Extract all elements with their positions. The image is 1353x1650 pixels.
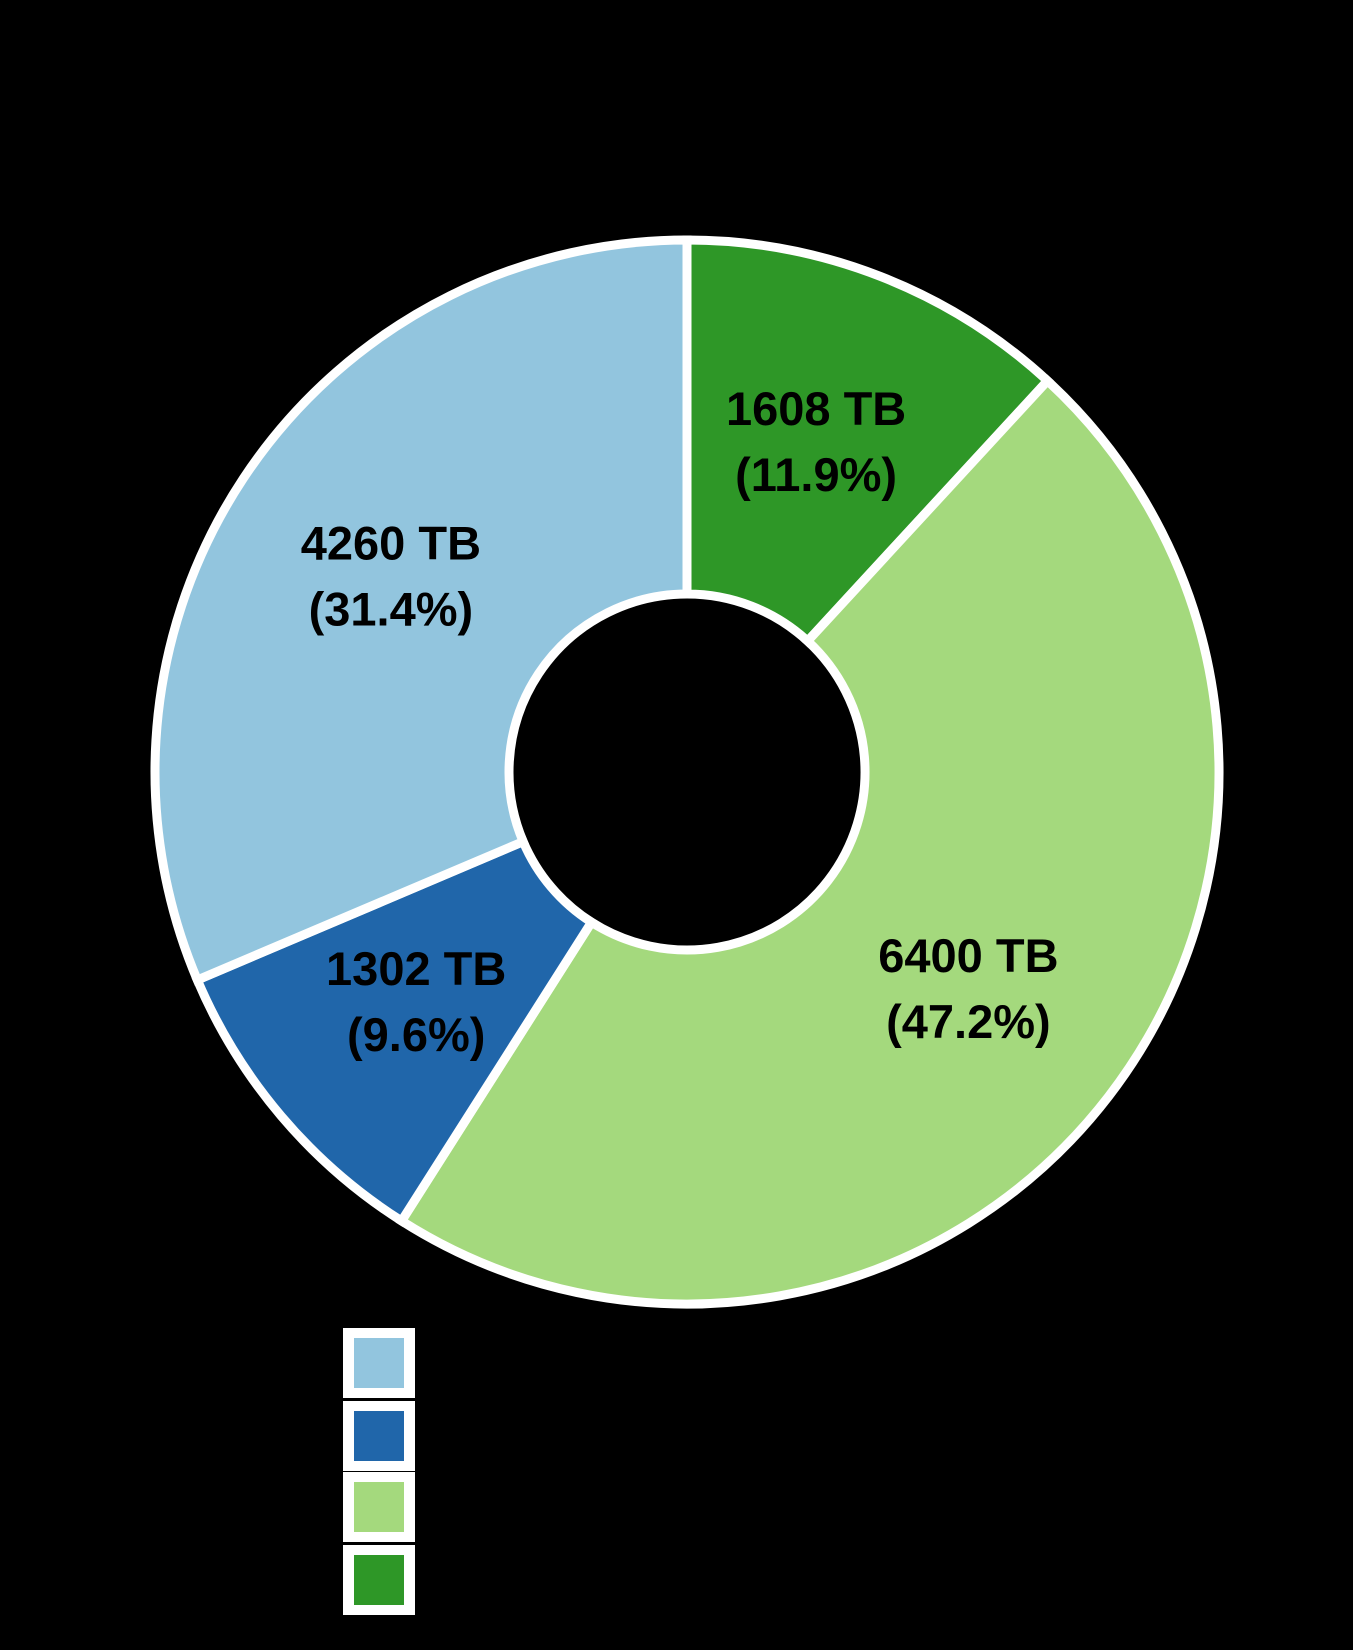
segment-percent-label: (11.9%) xyxy=(735,448,897,501)
pie-segment-3 xyxy=(150,235,692,986)
segment-percent-label: (47.2%) xyxy=(886,995,1051,1048)
pie-segment-1 xyxy=(395,374,1224,1309)
legend-item-0 xyxy=(343,1328,415,1398)
segment-percent-label: (31.4%) xyxy=(309,583,474,636)
segment-percent-label: (9.6%) xyxy=(347,1008,485,1061)
legend-item-3 xyxy=(343,1545,415,1615)
legend-swatch-0 xyxy=(354,1338,404,1388)
legend-swatch-2 xyxy=(354,1482,404,1532)
legend-item-2 xyxy=(343,1472,415,1542)
segment-value-label: 6400 TB xyxy=(878,929,1058,982)
legend-swatch-1 xyxy=(354,1411,404,1461)
segment-label-2: 1302 TB (9.6%) xyxy=(326,942,506,1061)
segment-value-label: 1302 TB xyxy=(326,942,506,995)
pie-segment-0 xyxy=(682,235,1054,648)
segment-value-label: 4260 TB xyxy=(301,517,481,570)
pie-segment-2 xyxy=(191,835,598,1228)
legend-item-1 xyxy=(343,1401,415,1471)
segment-label-1: 6400 TB (47.2%) xyxy=(878,929,1058,1048)
segment-label-3: 4260 TB (31.4%) xyxy=(301,517,481,636)
segment-value-label: 1608 TB xyxy=(726,382,906,435)
segment-label-0: 1608 TB (11.9%) xyxy=(726,382,906,501)
legend-swatch-3 xyxy=(354,1555,404,1605)
